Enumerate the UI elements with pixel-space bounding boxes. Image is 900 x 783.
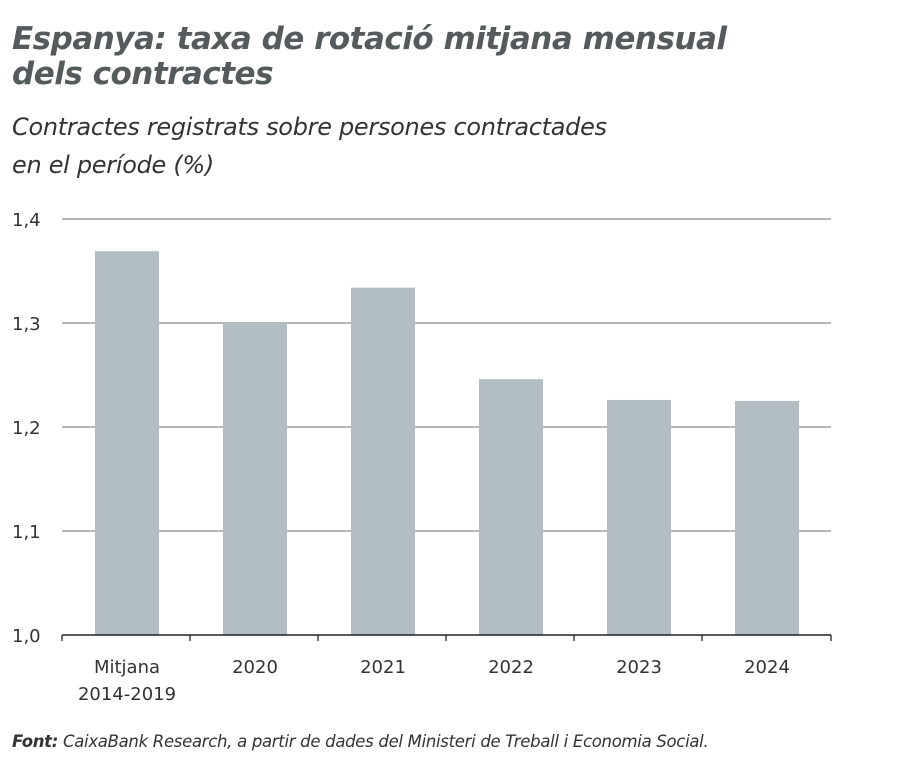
bar: [351, 287, 415, 635]
subtitle-line-2: en el període (%): [12, 151, 214, 179]
x-tick-label: 2024: [744, 657, 790, 678]
x-tick-label: 2014-2019: [78, 684, 176, 705]
y-tick-label: 1,3: [12, 314, 41, 335]
y-tick-label: 1,4: [12, 210, 41, 231]
source-note: Font: CaixaBank Research, a partir de da…: [12, 732, 709, 751]
bar: [607, 399, 671, 635]
x-tick-label: 2020: [232, 657, 278, 678]
title-line-1: Espanya: taxa de rotació mitjana mensual: [12, 21, 727, 57]
source-text: CaixaBank Research, a partir de dades de…: [58, 732, 709, 751]
x-tick-label: Mitjana: [94, 657, 160, 678]
source-label: Font:: [12, 732, 59, 751]
title-line-2: dels contractes: [12, 56, 274, 92]
x-tick-label: 2022: [488, 657, 534, 678]
bar: [223, 323, 287, 635]
chart-title: Espanya: taxa de rotació mitjana mensual…: [12, 22, 727, 92]
y-tick-label: 1,2: [12, 418, 41, 439]
x-tick-label: 2023: [616, 657, 662, 678]
bar: [95, 251, 159, 636]
chart-subtitle: Contractes registrats sobre persones con…: [12, 108, 607, 184]
x-tick-label: 2021: [360, 657, 406, 678]
subtitle-line-1: Contractes registrats sobre persones con…: [12, 113, 607, 141]
y-tick-label: 1,1: [12, 522, 41, 543]
bar: [735, 401, 799, 635]
bar: [479, 379, 543, 635]
y-tick-label: 1,0: [12, 626, 41, 647]
